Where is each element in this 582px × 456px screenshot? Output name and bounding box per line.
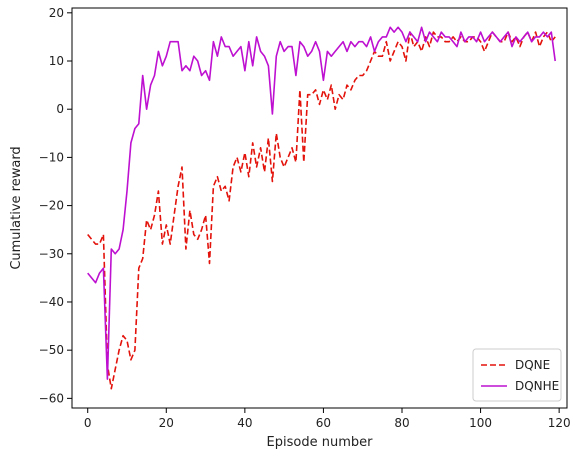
- x-tick-label: 120: [548, 416, 571, 430]
- plot-area: [71, 7, 568, 409]
- x-axis-label: Episode number: [267, 435, 374, 450]
- y-tick-label: −40: [39, 295, 64, 309]
- y-tick-label: −30: [39, 247, 64, 261]
- y-tick-label: −50: [39, 343, 64, 357]
- series-line-dqnhe: [87, 26, 556, 380]
- x-tick-label: 80: [394, 416, 409, 430]
- y-tick-label: −60: [39, 391, 64, 405]
- legend-label-dqne: DQNE: [515, 358, 550, 372]
- x-tick-label: 60: [316, 416, 331, 430]
- y-tick-label: 10: [49, 54, 64, 68]
- plot-frame: [71, 7, 568, 409]
- series-layer: [87, 26, 556, 390]
- x-tick-label: 20: [159, 416, 174, 430]
- x-tick-label: 0: [84, 416, 92, 430]
- y-tick-label: 20: [49, 6, 64, 20]
- y-tick-label: 0: [56, 102, 64, 116]
- y-tick-label: −10: [39, 150, 64, 164]
- x-tick-label: 40: [237, 416, 252, 430]
- legend: DQNE DQNHE: [472, 348, 562, 402]
- y-axis-ticks: −60 −50 −40 −30 −20 −10 0 10 20: [39, 6, 72, 405]
- y-tick-label: −20: [39, 199, 64, 213]
- x-tick-label: 100: [469, 416, 492, 430]
- legend-label-dqnhe: DQNHE: [515, 379, 559, 393]
- x-axis-ticks: 0 20 40 60 80 100 120: [84, 408, 571, 430]
- y-axis-label: Cumulative reward: [9, 146, 24, 269]
- legend-box: [472, 348, 562, 402]
- series-line-dqne: [87, 31, 556, 390]
